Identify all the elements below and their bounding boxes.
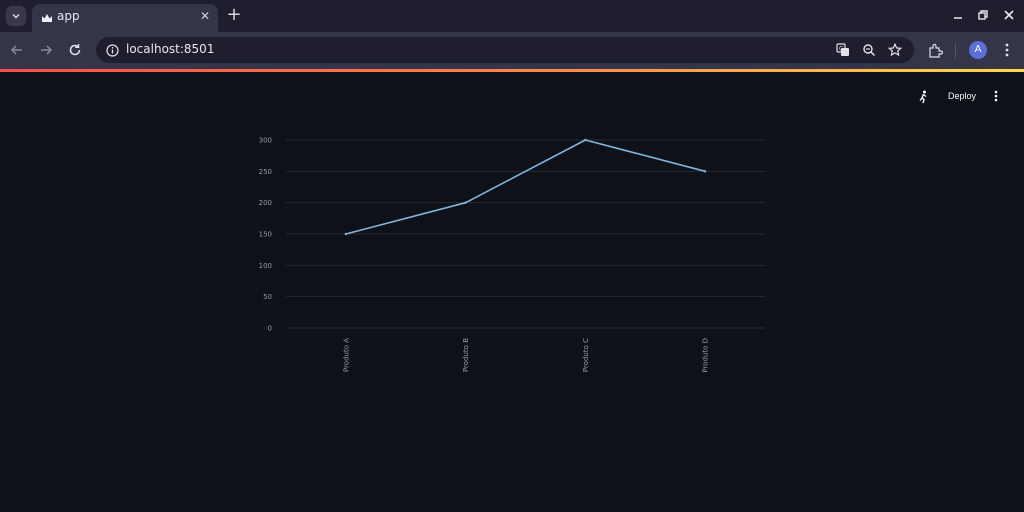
minimize-icon[interactable] [950,7,966,23]
url-text: localhost:8501 [126,42,215,56]
y-tick-label: 50 [263,293,272,301]
browser-toolbar: localhost:8501 G A [0,32,1024,69]
reload-icon[interactable] [66,41,84,59]
close-icon[interactable]: ✕ [199,9,210,23]
restore-icon[interactable] [975,7,991,23]
x-tick-label: Produto C [582,338,590,372]
address-bar[interactable]: localhost:8501 G [96,37,914,63]
kebab-menu-icon[interactable] [998,41,1016,59]
app-header: Deploy [0,72,1024,122]
data-point [584,138,587,142]
streamlit-crown-icon [40,11,54,25]
deploy-button[interactable]: Deploy [940,87,984,105]
y-tick-label: 300 [259,137,272,145]
y-tick-label: 150 [259,231,272,239]
tab-search-icon[interactable] [6,6,26,26]
series-line [345,139,706,235]
y-tick-label: 0 [268,325,272,333]
line-chart: 0 50 100 150 200 250 300 Produto A Produto B Prod… [250,128,770,390]
forward-arrow-icon[interactable] [37,41,55,59]
extensions-icon[interactable] [926,41,944,59]
svg-text:G: G [839,46,844,53]
line-chart-svg: 0 50 100 150 200 250 300 Produto A Produto B Prod… [259,137,765,373]
close-window-icon[interactable] [1001,7,1017,23]
running-man-icon [916,89,930,105]
x-tick-label: Produto D [702,338,710,373]
y-tick-label: 200 [259,199,272,207]
translate-icon[interactable]: G [835,42,851,58]
app-decoration-bar [0,69,1024,72]
data-point [464,201,467,204]
star-icon[interactable] [887,42,903,58]
avatar[interactable]: A [969,41,987,59]
x-tick-label: Produto B [462,338,470,372]
tab-strip: app ✕ + [0,0,1024,32]
back-arrow-icon[interactable] [8,41,26,59]
x-tick-label: Produto A [342,338,350,372]
zoom-icon[interactable] [861,42,877,58]
data-point [703,170,707,173]
toolbar-separator [955,43,956,59]
y-tick-label: 250 [259,168,272,176]
data-point [344,232,348,236]
browser-tab[interactable]: app ✕ [32,4,218,32]
info-icon[interactable] [104,42,120,58]
main-menu-icon[interactable] [988,87,1004,105]
tab-title: app [57,9,80,23]
plus-icon[interactable]: + [226,4,242,25]
y-tick-label: 100 [259,262,272,270]
